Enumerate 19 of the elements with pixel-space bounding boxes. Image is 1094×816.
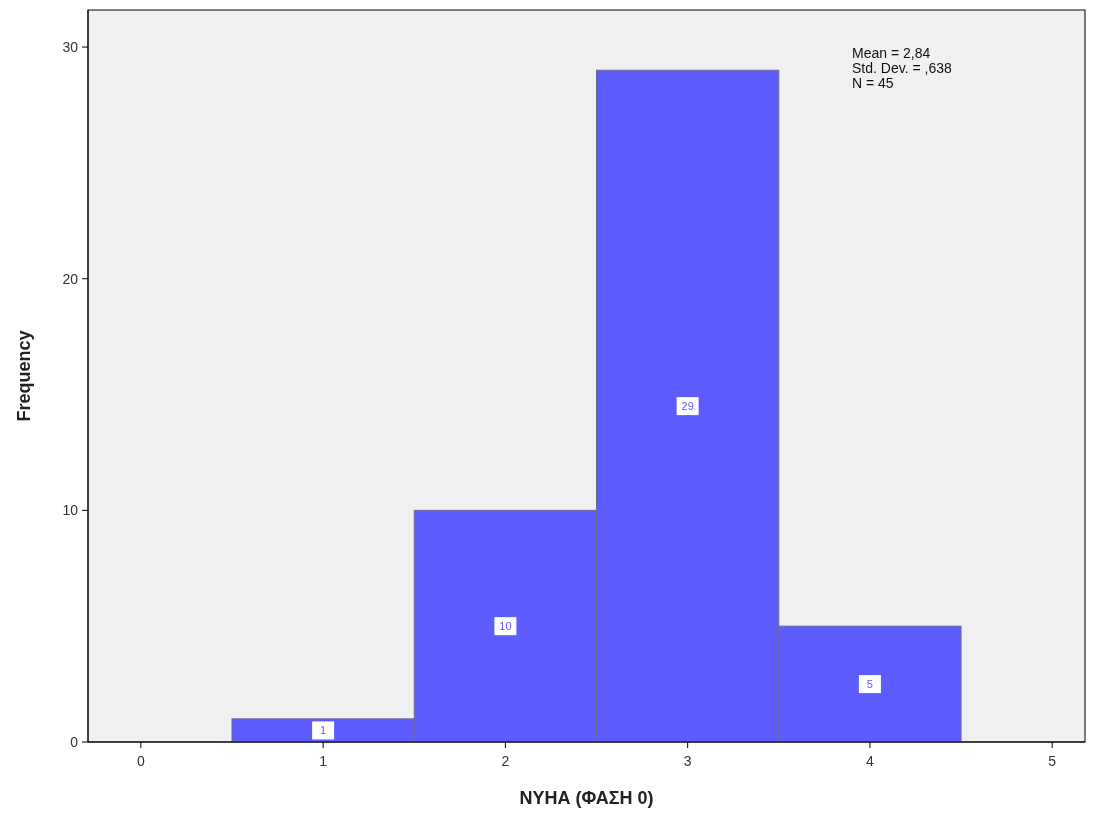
x-tick-label: 5 xyxy=(1048,753,1057,769)
x-tick-label: 2 xyxy=(501,753,510,769)
data-label: 29 xyxy=(681,400,694,413)
x-tick-label: 3 xyxy=(683,753,692,769)
x-tick-label: 0 xyxy=(136,753,145,769)
y-tick-label: 20 xyxy=(62,270,79,287)
data-label: 10 xyxy=(499,620,512,633)
x-tick-label: 1 xyxy=(319,753,328,769)
data-label: 5 xyxy=(866,678,873,691)
data-label: 1 xyxy=(320,724,327,737)
x-axis-title: ΝΥΗΑ (ΦΑΣΗ 0) xyxy=(519,788,654,808)
y-tick-label: 0 xyxy=(70,734,79,750)
annotation: N = 45 xyxy=(852,75,894,91)
y-axis-title: Frequency xyxy=(14,330,34,422)
annotation: Mean = 2,84 xyxy=(852,45,931,61)
y-tick-label: 10 xyxy=(62,502,79,519)
y-tick-label: 30 xyxy=(62,39,79,56)
x-tick-label: 4 xyxy=(866,753,875,769)
annotation: Std. Dev. = ,638 xyxy=(852,60,952,76)
